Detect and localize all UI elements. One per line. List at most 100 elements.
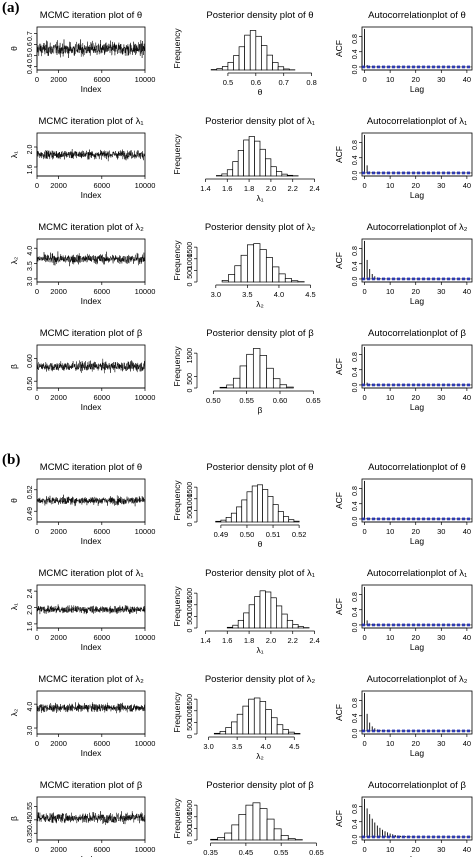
p1-r0-hist-y-tick-label: 1000 [187,493,194,509]
p0-r3-trace-y-label: β [9,364,19,369]
p1-r2-acf-y-tick-label: 0.4 [352,713,359,723]
p1-r1-acf-frame [361,584,473,629]
p0-r2-trace-plot: MCMC iteration plot of λ₂ 0 2000 6000 10000 I… [9,222,155,306]
p1-r1-trace-y-tick-label: 2.4 [27,589,34,599]
p0-r0-hist-bar [266,54,273,71]
p0-r2-acf-y-axis: 0.0 0.4 0.8 [352,246,363,286]
p1-r2-hist-bar [293,733,301,735]
p1-r0-hist-bar [220,519,227,523]
p0-r0-hist-title: Posterior density plot of θ [206,10,313,21]
p1-r0-hist-bar [267,496,274,523]
panel-b-label: (b) [2,452,21,468]
p1-r2-hist-bar [242,705,249,735]
p1-r0-acf-y-tick-label: 0.4 [352,501,359,511]
p0-r0-acf-x-label: Lag [410,84,424,94]
p0-r1-acf-x-tick-label: 40 [463,181,471,190]
p0-r0-acf-x-tick-label: 20 [412,75,420,84]
p0-r3-trace-x-tick-label: 6000 [93,393,110,402]
p1-r1-hist-x-axis: 1.4 1.6 1.8 2.0 2.2 2.4 [200,630,320,645]
p0-r2-trace-y-tick-label: 4.0 [27,246,34,256]
p1-r2-hist-x-tick-label: 4.0 [260,742,270,751]
p0-r2-hist-bar [272,266,280,283]
p0-r0-hist-bar [233,55,240,71]
p0-r3-hist-bar [239,365,248,389]
p0-r2-acf-y-tick-label: 0.4 [352,261,359,271]
p0-r1-hist-bar [237,150,244,177]
p1-r1-acf-plot: Autocorrelationplot of λ₁ 0 10 20 30 40 Lag 0.0… [334,568,473,652]
p1-r2-trace-x-label: Index [81,748,103,758]
p0-r1-hist-x-label: λ₁ [256,193,263,203]
p0-r3-acf-y-tick-label: 0.4 [352,367,359,377]
p1-r1-trace-x-tick-label: 6000 [93,633,110,642]
p1-r1-trace-x-axis: 0 2000 6000 10000 [35,627,155,642]
p1-r2-trace-x-tick-label: 6000 [93,739,110,748]
p1-r0-hist-bar [215,520,222,523]
p1-r1-trace-y-tick-label: 2.0 [27,605,34,615]
p1-r1-hist-y-tick-label: 500 [187,613,194,625]
p0-r2-acf-x-tick-label: 40 [463,287,471,296]
p0-r3-hist-bar [286,386,294,389]
p0-r1-hist-bar [281,173,288,177]
p0-r3-acf-x-axis: 0 10 20 30 40 [362,387,471,402]
p1-r1-acf-x-tick-label: 0 [362,633,366,642]
p0-r0-hist-bar [238,46,246,71]
p1-r0-trace-x-tick-label: 6000 [93,527,110,536]
p0-r3-acf-x-tick-label: 20 [412,393,420,402]
p1-r0-hist-bar [283,516,290,523]
p0-r2-acf-x-tick-label: 0 [362,287,366,296]
p0-r1-hist-x-axis: 1.4 1.6 1.8 2.0 2.2 2.4 [200,178,320,193]
p1-r3-acf-x-tick-label: 0 [362,845,366,854]
p0-r1-acf-y-label: ACF [334,146,344,163]
p0-r0-trace-x-tick-label: 2000 [50,75,67,84]
p0-r3-hist-x-tick-label: 0.65 [306,396,321,405]
p1-r3-trace-y-tick-label: 0.35 [27,829,34,843]
p0-r2-hist-plot: Posterior density plot of λ₂ 3.0 3.5 4.0 4.5… [172,222,316,309]
p0-r3-hist-x-label: β [258,405,263,415]
p1-r3-acf-x-label: Lag [410,854,424,857]
p0-r0-trace-y-tick-label: 0.4 [27,64,34,74]
p1-r3-trace-y-tick-label: 0.45 [27,815,34,829]
p0-r3-trace-x-tick-label: 10000 [135,393,156,402]
p1-r1-hist-y-tick-label: 0 [187,628,194,632]
p0-r2-hist-x-tick-label: 4.5 [305,290,315,299]
p1-r0-hist-bar [241,499,248,523]
p1-r2-hist-bar [276,724,284,735]
p0-r0-acf-x-tick-label: 10 [386,75,394,84]
p0-r1-acf-x-tick-label: 30 [437,181,445,190]
p0-r2-hist-bar [221,280,229,283]
p1-r3-acf-y-tick-label: 0.4 [352,819,359,829]
p1-r2-hist-bar [253,697,261,735]
p0-r0-hist-bar [255,35,262,71]
p0-r1-acf-x-tick-label: 0 [362,181,366,190]
p1-r1-acf-title: Autocorrelationplot of λ₁ [367,568,467,579]
p1-r0-trace-x-tick-label: 10000 [135,527,156,536]
p1-r1-acf-y-tick-label: 0.8 [352,592,359,602]
p1-r1-trace-plot: MCMC iteration plot of λ₁ 0 2000 6000 10000 I… [9,568,155,652]
p1-r1-trace-x-tick-label: 0 [35,633,39,642]
p1-r2-trace-title: MCMC iteration plot of λ₂ [38,674,144,685]
p1-r0-trace-x-axis: 0 2000 6000 10000 [35,521,156,536]
p0-r3-hist-y-axis: 0 500 1500 [187,348,198,392]
p1-r0-hist-x-tick-label: 0.52 [292,530,307,539]
p1-r1-hist-bar [259,590,266,629]
p0-r3-hist-bar [232,377,241,389]
p1-r2-trace-y-tick-label: 4.0 [27,702,34,712]
p1-r3-hist-y-tick-label: 0 [187,840,194,844]
p1-r2-hist-bar [288,731,295,735]
p1-r3-hist-bar [210,838,218,841]
p1-r3-hist-bar [259,808,268,841]
p1-r3-acf-x-tick-label: 10 [386,845,394,854]
p1-r1-acf-x-tick-label: 20 [412,633,420,642]
p0-r1-hist-bar [259,148,266,177]
p1-r1-trace-y-label: λ₁ [9,603,19,610]
p0-r0-acf-y-label: ACF [334,40,344,57]
p1-r1-hist-x-tick-label: 1.8 [244,636,254,645]
p0-r1-acf-x-axis: 0 10 20 30 40 [362,175,471,190]
p0-r2-trace-x-tick-label: 2000 [50,287,67,296]
p0-r0-acf-plot: Autocorrelationplot of θ0 10 20 30 40Lag0.00… [334,10,473,94]
p0-r1-hist-x-tick-label: 2.0 [266,184,276,193]
p0-r2-hist-bar [228,274,236,283]
p1-r3-trace-x-tick-label: 6000 [93,845,110,854]
p0-r0-trace-line [36,39,146,59]
p0-r3-trace-x-tick-label: 0 [35,393,39,402]
